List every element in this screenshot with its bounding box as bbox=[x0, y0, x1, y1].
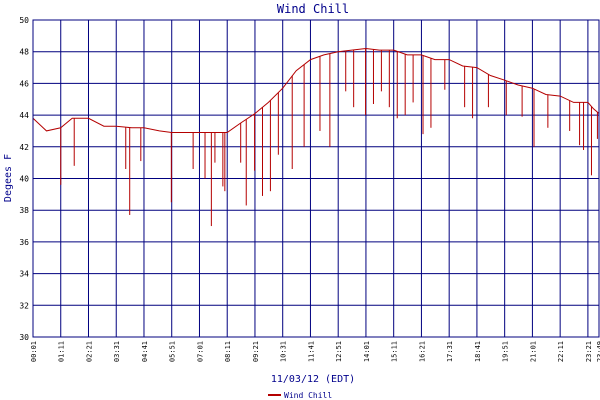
x-tick-label: 19:51 bbox=[502, 341, 510, 362]
x-tick-label: 22:11 bbox=[557, 341, 565, 362]
x-tick-label: 05:51 bbox=[169, 341, 177, 362]
legend-label: Wind Chill bbox=[284, 391, 332, 400]
y-tick-label: 34 bbox=[19, 270, 29, 279]
x-tick-label: 18:41 bbox=[474, 341, 482, 362]
x-tick-label: 01:11 bbox=[58, 341, 66, 362]
x-tick-label: 15:11 bbox=[391, 341, 399, 362]
x-tick-label: 08:11 bbox=[224, 341, 232, 362]
x-tick-label: 16:21 bbox=[418, 341, 426, 362]
y-tick-label: 38 bbox=[19, 206, 29, 215]
x-tick-label: 00:01 bbox=[30, 341, 38, 362]
x-tick-label: 09:21 bbox=[252, 341, 260, 362]
x-tick-label: 12:51 bbox=[335, 341, 343, 362]
y-tick-label: 44 bbox=[19, 111, 29, 120]
y-tick-label: 32 bbox=[19, 301, 29, 310]
series-layer bbox=[32, 47, 600, 227]
chart-title: Wind Chill bbox=[277, 2, 349, 16]
y-tick-label: 50 bbox=[19, 16, 29, 25]
series-line-wind-chill bbox=[32, 47, 600, 133]
x-tick-label: 17:31 bbox=[446, 341, 454, 362]
x-tick-label: 07:01 bbox=[196, 341, 204, 362]
y-tick-label: 46 bbox=[19, 79, 29, 88]
x-tick-label: 04:41 bbox=[141, 341, 149, 362]
x-tick-label: 11:41 bbox=[307, 341, 315, 362]
y-axis-label: Degees F bbox=[3, 154, 14, 202]
y-tick-label: 42 bbox=[19, 143, 29, 152]
x-tick-label: 23:49 bbox=[596, 341, 600, 362]
x-tick-label: 23:21 bbox=[585, 341, 593, 362]
x-axis-ticks: 00:01 01:11 02:21 03:31 04:41 05:51 07:01 08:11… bbox=[30, 341, 600, 362]
x-tick-label: 14:01 bbox=[363, 341, 371, 362]
x-axis-label: 11/03/12 (EDT) bbox=[271, 374, 355, 385]
y-tick-label: 36 bbox=[19, 238, 29, 247]
x-tick-label: 03:31 bbox=[113, 341, 121, 362]
y-axis-ticks: 30 32 34 36 38 40 42 44 46 48 50 bbox=[19, 16, 29, 342]
y-tick-label: 48 bbox=[19, 48, 29, 57]
plot-frame bbox=[32, 19, 600, 338]
x-tick-label: 21:01 bbox=[529, 341, 537, 362]
x-tick-label: 02:21 bbox=[85, 341, 93, 362]
y-tick-label: 30 bbox=[19, 333, 29, 342]
x-tick-label: 10:31 bbox=[280, 341, 288, 362]
y-tick-label: 40 bbox=[19, 175, 29, 184]
